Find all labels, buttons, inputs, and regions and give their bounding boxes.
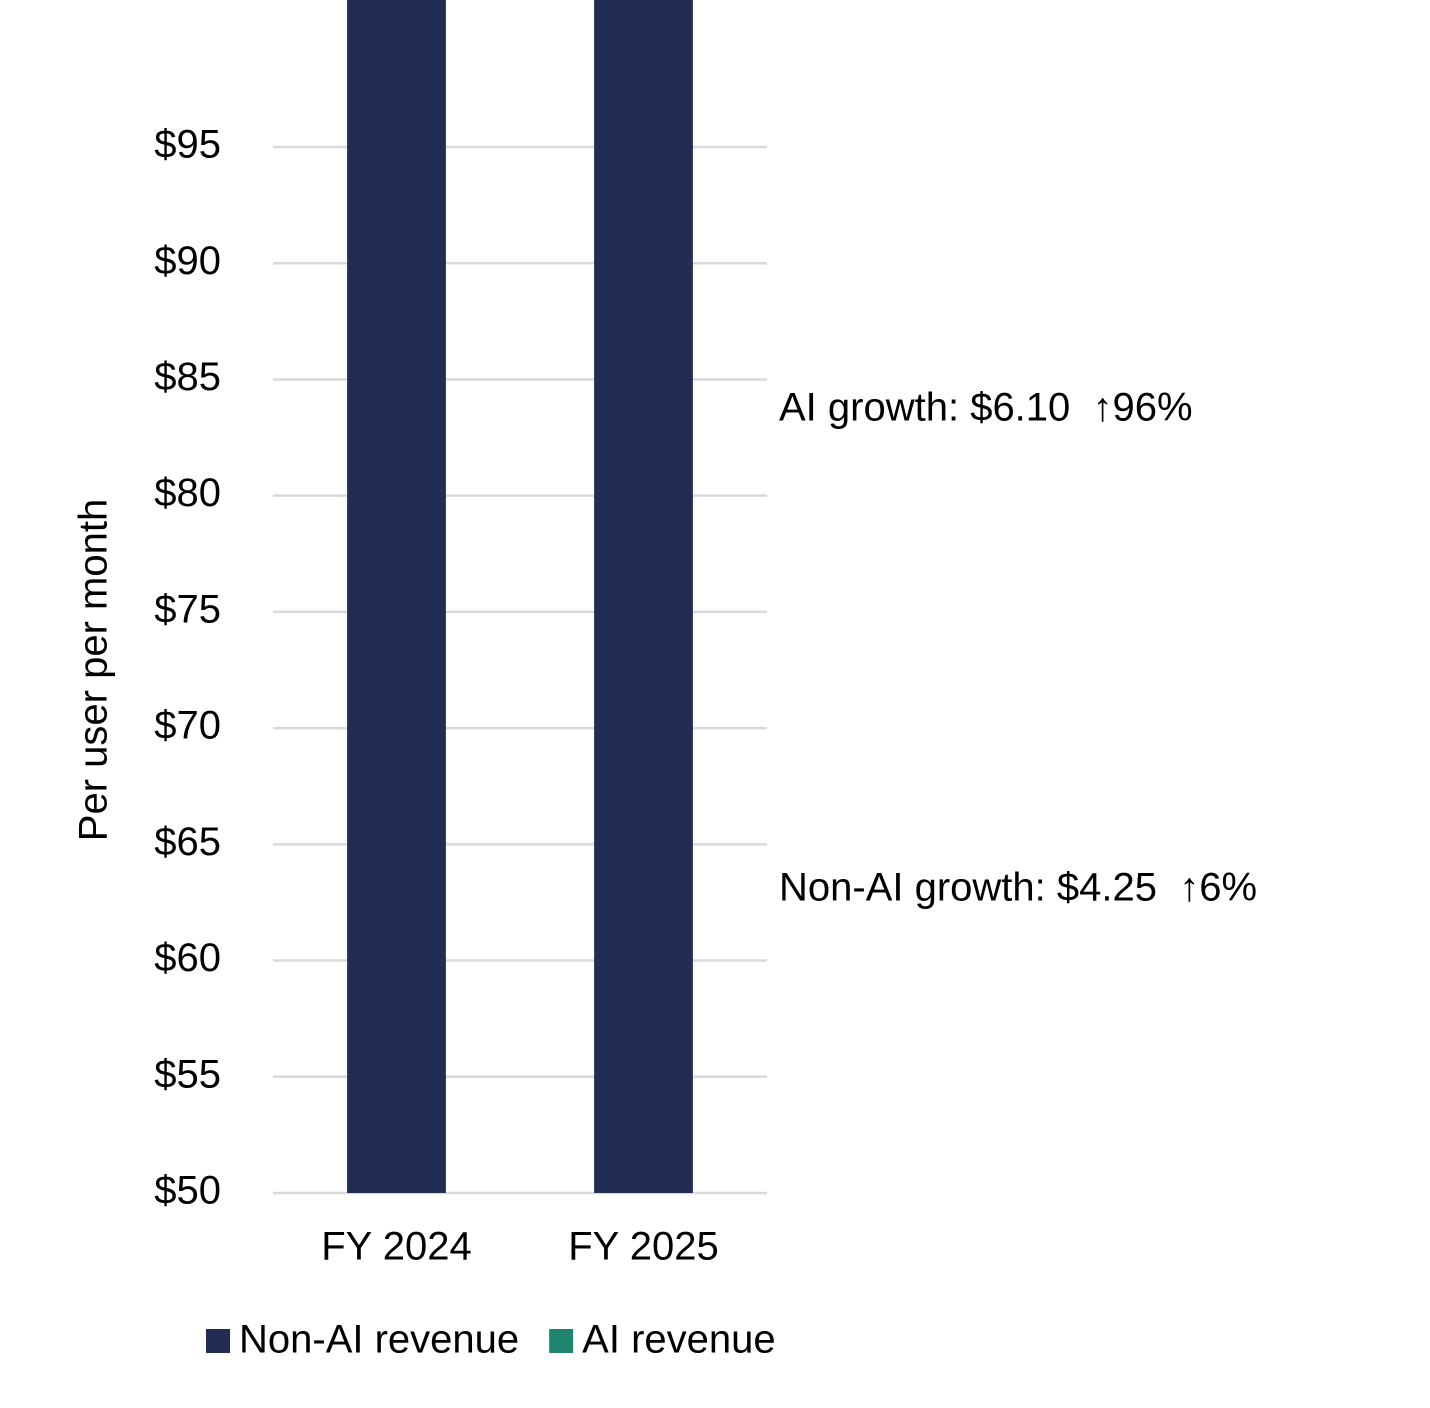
bar-segment: [347, 0, 446, 1193]
y-tick-label: $70: [154, 704, 221, 748]
y-tick-label: $90: [154, 239, 221, 283]
y-tick-label: $75: [154, 587, 221, 631]
legend-swatch: [206, 1329, 230, 1353]
legend-label: Non-AI revenue: [239, 1318, 519, 1362]
y-tick-label: $60: [154, 936, 221, 980]
y-tick-label: $95: [154, 123, 221, 167]
y-tick-label: $55: [154, 1052, 221, 1096]
y-tick-label: $50: [154, 1169, 221, 1213]
annotation: Non-AI growth: $4.25 ↑6%: [779, 866, 1257, 910]
y-axis-label: Per user per month: [72, 499, 116, 841]
legend-swatch: [549, 1329, 574, 1353]
legend-label: AI revenue: [582, 1318, 775, 1362]
y-tick-label: $65: [154, 820, 221, 864]
bar-segment: [594, 0, 693, 1193]
x-tick-label: FY 2024: [321, 1225, 472, 1269]
annotation: AI growth: $6.10 ↑96%: [779, 386, 1193, 430]
x-tick-label: FY 2025: [568, 1225, 719, 1269]
y-tick-label: $80: [154, 471, 221, 515]
y-tick-label: $85: [154, 355, 221, 399]
